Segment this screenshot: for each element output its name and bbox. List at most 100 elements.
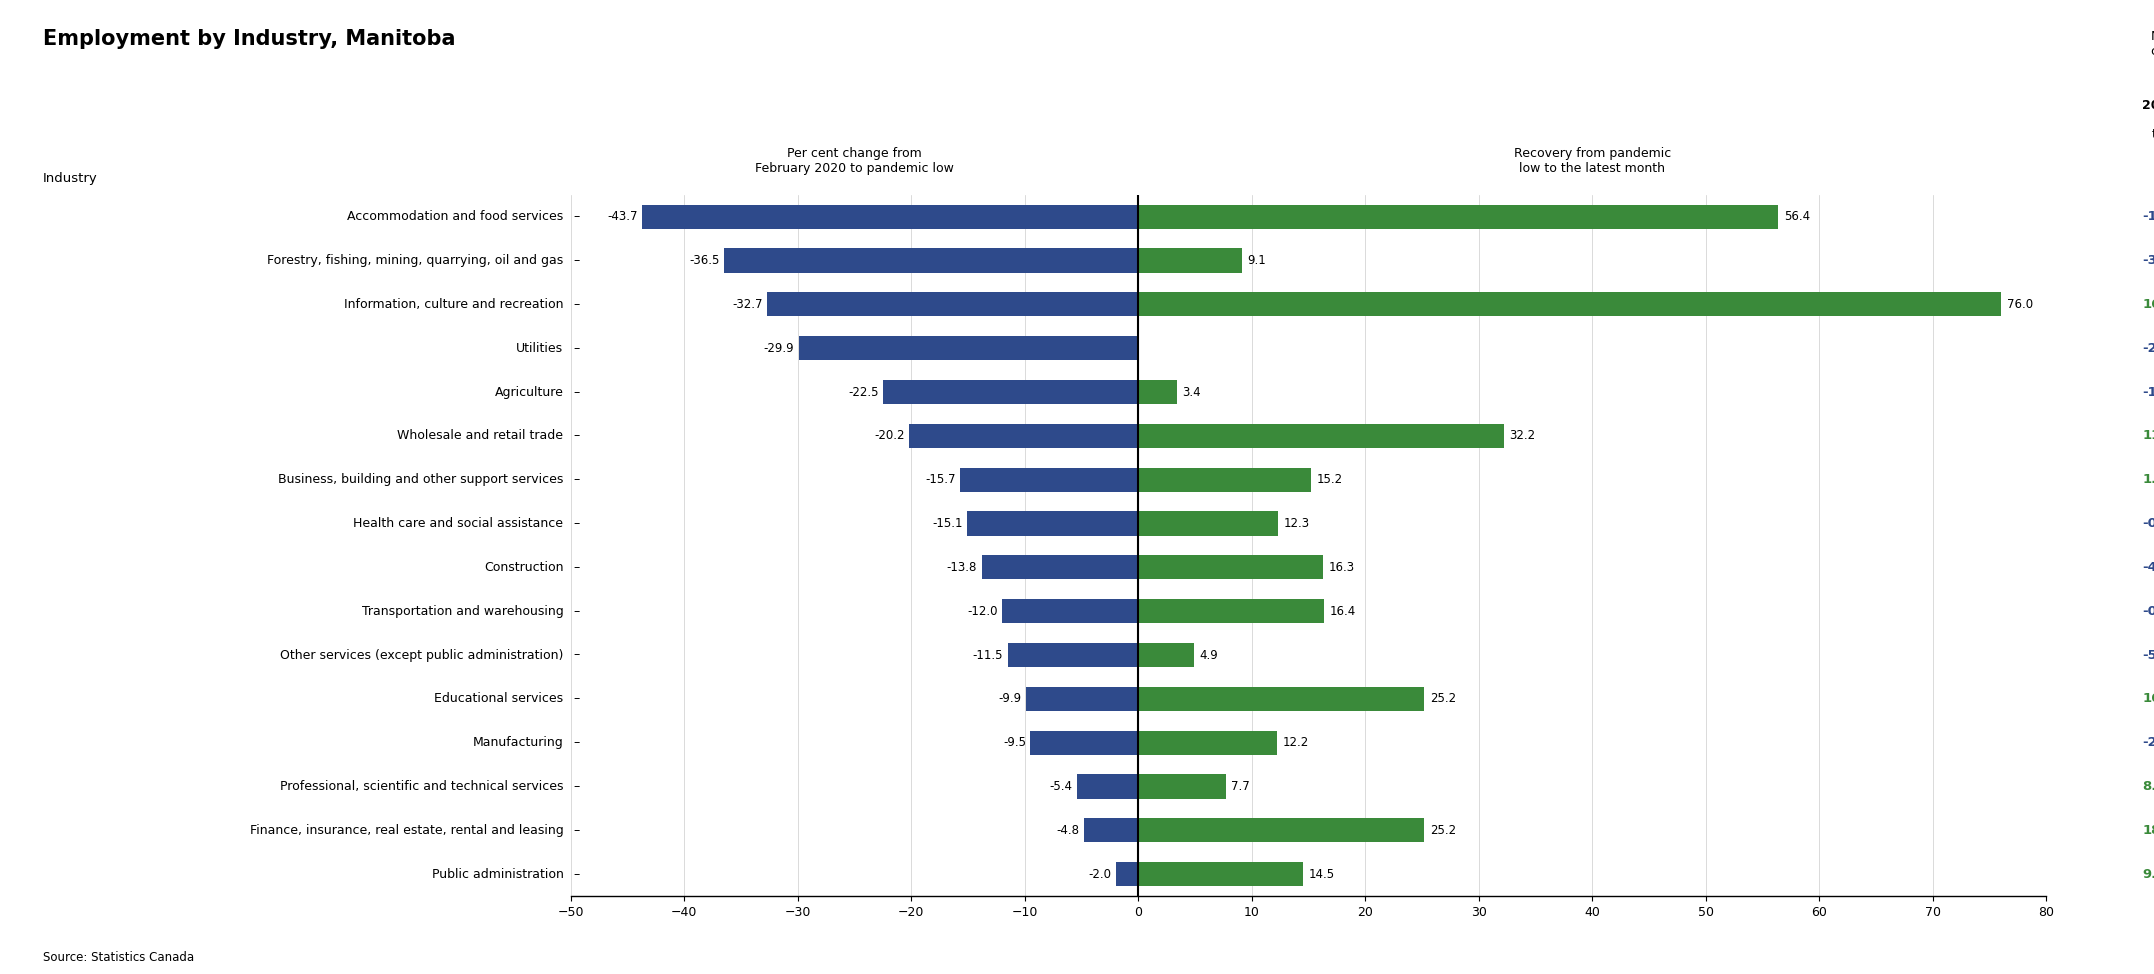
Bar [1137, 730, 1277, 755]
Bar [1137, 292, 2001, 317]
Text: -43.7: -43.7 [607, 210, 638, 223]
Bar [642, 205, 1137, 229]
Text: Forestry, fishing, mining, quarrying, oil and gas: Forestry, fishing, mining, quarrying, oi… [267, 254, 564, 267]
Text: –: – [573, 605, 579, 618]
Text: -27.3%: -27.3% [2143, 342, 2154, 355]
Text: Net per cent
change from: Net per cent change from [2152, 30, 2154, 58]
Text: Employment by Industry, Manitoba: Employment by Industry, Manitoba [43, 29, 457, 50]
Text: 1.6%: 1.6% [2143, 473, 2154, 486]
Text: -5.4: -5.4 [1049, 780, 1073, 793]
Bar [1137, 248, 1241, 273]
Text: -11.7%: -11.7% [2143, 210, 2154, 223]
Text: Transportation and warehousing: Transportation and warehousing [362, 605, 564, 618]
Text: Public administration: Public administration [431, 868, 564, 880]
Text: -2.0: -2.0 [1088, 868, 1111, 880]
Text: -16.2%: -16.2% [2143, 386, 2154, 398]
Bar [767, 292, 1137, 317]
Bar [724, 248, 1137, 273]
Text: 4.9: 4.9 [1200, 649, 1219, 661]
Text: -29.9: -29.9 [765, 342, 795, 355]
Bar [1137, 643, 1193, 667]
Text: -36.5: -36.5 [689, 254, 719, 267]
Text: -5.9%: -5.9% [2143, 649, 2154, 661]
Text: –: – [573, 517, 579, 530]
Text: 16.9%: 16.9% [2143, 693, 2154, 705]
Text: Health care and social assistance: Health care and social assistance [353, 517, 564, 530]
Text: 25.2: 25.2 [1430, 824, 1456, 837]
Text: –: – [573, 210, 579, 223]
Text: Recovery from pandemic
low to the latest month: Recovery from pandemic low to the latest… [1514, 147, 1672, 175]
Text: Utilities: Utilities [517, 342, 564, 355]
Bar [1137, 818, 1424, 843]
Text: -2.3%: -2.3% [2143, 736, 2154, 749]
Bar [1137, 424, 1503, 448]
Bar [883, 380, 1137, 404]
Text: 18.5%: 18.5% [2143, 824, 2154, 837]
Text: Industry: Industry [43, 172, 97, 185]
Bar [1077, 774, 1137, 799]
Text: -9.9: -9.9 [997, 693, 1021, 705]
Text: -4.0%: -4.0% [2143, 561, 2154, 574]
Text: -11.5: -11.5 [974, 649, 1004, 661]
Text: 12.3: 12.3 [1284, 517, 1310, 530]
Text: -37.8%: -37.8% [2143, 254, 2154, 267]
Bar [1137, 205, 1779, 229]
Text: 15.2: 15.2 [1316, 473, 1342, 486]
Text: 9.1: 9.1 [1247, 254, 1267, 267]
Text: -20.2: -20.2 [875, 430, 905, 442]
Text: -32.7: -32.7 [732, 298, 763, 311]
Bar [1008, 643, 1137, 667]
Bar [1137, 380, 1176, 404]
Bar [1137, 862, 1303, 886]
Text: 76.0: 76.0 [2008, 298, 2033, 311]
Text: Professional, scientific and technical services: Professional, scientific and technical s… [280, 780, 564, 793]
Text: -22.5: -22.5 [849, 386, 879, 398]
Bar [961, 468, 1137, 492]
Text: Accommodation and food services: Accommodation and food services [347, 210, 564, 223]
Text: 2019 average: 2019 average [2143, 99, 2154, 112]
Text: -9.5: -9.5 [1004, 736, 1025, 749]
Bar [1137, 555, 1323, 580]
Text: 16.4: 16.4 [1331, 605, 1357, 618]
Text: –: – [573, 561, 579, 574]
Bar [799, 336, 1137, 360]
Text: –: – [573, 649, 579, 661]
Text: -15.7: -15.7 [924, 473, 956, 486]
Text: Per cent change from
February 2020 to pandemic low: Per cent change from February 2020 to pa… [756, 147, 954, 175]
Bar [1030, 730, 1137, 755]
Text: 16.4%: 16.4% [2143, 298, 2154, 311]
Bar [1137, 511, 1277, 536]
Text: 9.4%: 9.4% [2143, 868, 2154, 880]
Text: –: – [573, 824, 579, 837]
Bar [1083, 818, 1137, 843]
Text: 25.2: 25.2 [1430, 693, 1456, 705]
Text: –: – [573, 780, 579, 793]
Text: -15.1: -15.1 [933, 517, 963, 530]
Text: -0.2%: -0.2% [2143, 605, 2154, 618]
Text: Wholesale and retail trade: Wholesale and retail trade [398, 430, 564, 442]
Text: Information, culture and recreation: Information, culture and recreation [345, 298, 564, 311]
Text: –: – [573, 473, 579, 486]
Text: Educational services: Educational services [435, 693, 564, 705]
Text: 56.4: 56.4 [1784, 210, 1809, 223]
Text: -4.8: -4.8 [1055, 824, 1079, 837]
Text: –: – [573, 342, 579, 355]
Bar [909, 424, 1137, 448]
Text: –: – [573, 868, 579, 880]
Bar [1116, 862, 1137, 886]
Bar [1137, 687, 1424, 711]
Text: 32.2: 32.2 [1510, 430, 1536, 442]
Text: 3.4: 3.4 [1183, 386, 1202, 398]
Text: -12.0: -12.0 [967, 605, 997, 618]
Text: Other services (except public administration): Other services (except public administra… [280, 649, 564, 661]
Text: –: – [573, 298, 579, 311]
Text: Finance, insurance, real estate, rental and leasing: Finance, insurance, real estate, rental … [250, 824, 564, 837]
Text: 11.4%: 11.4% [2143, 430, 2154, 442]
Bar [1137, 774, 1226, 799]
Text: Agriculture: Agriculture [495, 386, 564, 398]
Text: -13.8: -13.8 [948, 561, 978, 574]
Text: –: – [573, 693, 579, 705]
Text: –: – [573, 430, 579, 442]
Text: 7.7: 7.7 [1232, 780, 1249, 793]
Bar [1025, 687, 1137, 711]
